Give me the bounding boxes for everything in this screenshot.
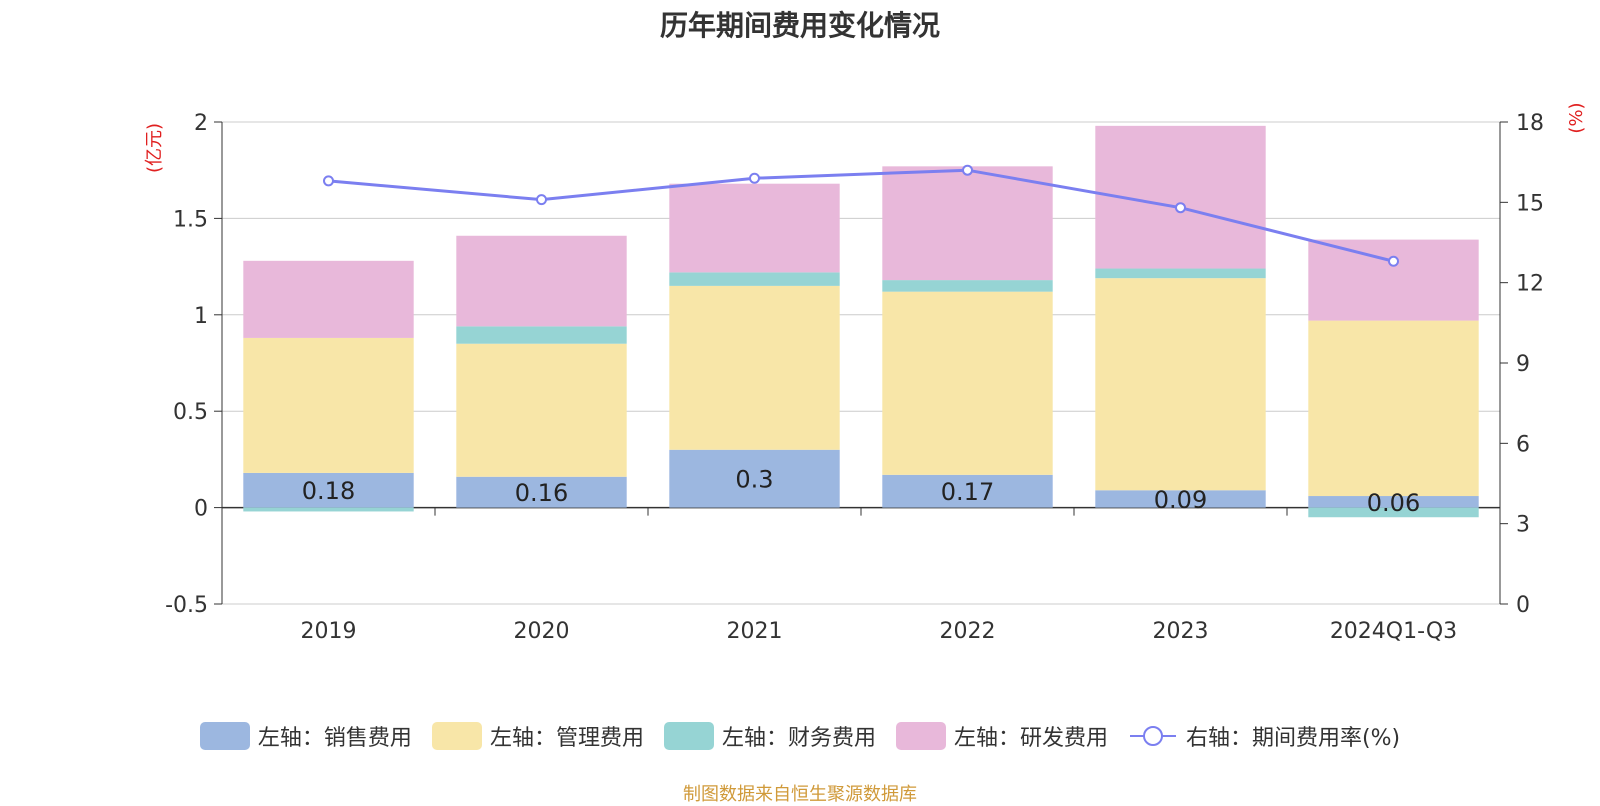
bar-segment (243, 472, 414, 508)
legend-item[interactable]: 左轴：销售费用 (199, 720, 412, 752)
legend-label: 右轴：期间费用率(%) (1185, 726, 1401, 751)
left-axis-tick-label: -0.5 (165, 593, 208, 618)
line-point (536, 194, 547, 206)
x-axis-tick-label: 2022 (940, 619, 996, 644)
chart-legend: 左轴：销售费用 左轴：管理费用 左轴：财务费用 左轴：研发费用 右轴：期间费用率(%) (0, 720, 1600, 752)
x-axis-tick-label: 2020 (514, 619, 570, 644)
right-axis-tick-label: 3 (1516, 513, 1530, 538)
x-axis-tick-label: 2024Q1-Q3 (1330, 619, 1457, 644)
right-axis-tick-label: 12 (1516, 272, 1544, 297)
bar-segment (243, 337, 414, 473)
left-axis-tick-label: 1.5 (173, 207, 208, 232)
legend-label: 左轴：财务费用 (721, 726, 876, 751)
bar-segment (669, 272, 840, 286)
bar-segment (882, 280, 1053, 292)
legend-label: 左轴：销售费用 (257, 726, 412, 751)
x-axis-tick-label: 2021 (727, 619, 783, 644)
legend-swatch (431, 722, 482, 750)
legend-label: 左轴：管理费用 (489, 726, 644, 751)
legend-swatch (663, 722, 714, 750)
bar-segment (243, 507, 414, 512)
left-axis-tick-label: 0.5 (173, 400, 208, 425)
legend-label: 左轴：研发费用 (953, 726, 1108, 751)
bar-segment (1095, 490, 1266, 508)
legend-item[interactable]: 左轴：研发费用 (895, 720, 1108, 752)
right-axis-tick-label: 0 (1516, 593, 1530, 618)
bar-segment (456, 476, 627, 508)
line-point (1388, 255, 1399, 267)
source-note: 制图数据来自恒生聚源数据库 (683, 784, 917, 805)
right-axis-tick-label: 9 (1516, 352, 1530, 377)
left-axis-tick-label: 2 (194, 111, 208, 136)
bar-segment (669, 183, 840, 273)
data-label: 0.3 (735, 466, 773, 494)
right-axis-tick-label: 15 (1516, 191, 1544, 216)
bar-segment (243, 260, 414, 338)
line-point (323, 175, 334, 187)
line-point (749, 172, 760, 184)
line-point (1175, 202, 1186, 214)
series-line-expense-rate (328, 168, 1394, 263)
bar-segment (669, 285, 840, 450)
left-axis-unit: (亿元) (144, 123, 165, 173)
bar-segment (456, 326, 627, 344)
data-label: 0.09 (1154, 486, 1207, 514)
left-axis-tick-label: 1 (194, 304, 208, 329)
bar-segment (456, 343, 627, 477)
bar-segment (1308, 320, 1479, 497)
left-axis-tick-label: 0 (194, 497, 208, 522)
right-axis-tick-label: 18 (1516, 111, 1544, 136)
legend-item[interactable]: 左轴：财务费用 (663, 720, 876, 752)
legend-item[interactable]: 左轴：管理费用 (431, 720, 644, 752)
bar-segment (882, 474, 1053, 508)
bar-segment (1308, 239, 1479, 321)
bar-segment (882, 166, 1053, 281)
line-point (962, 164, 973, 176)
chart-title: 历年期间费用变化情况 (659, 9, 940, 42)
bar-segment (1095, 268, 1266, 279)
x-axis-tick-label: 2019 (301, 619, 357, 644)
legend-swatch (895, 722, 946, 750)
bar-segment (1095, 278, 1266, 491)
data-label: 0.16 (515, 479, 568, 507)
bar-segment (882, 291, 1053, 475)
data-label: 0.17 (941, 478, 994, 506)
right-axis-unit: (%) (1566, 102, 1587, 133)
bar-segment (1308, 507, 1479, 518)
data-label: 0.18 (302, 477, 355, 505)
bar-segment (1308, 496, 1479, 508)
bar-segment (456, 235, 627, 327)
data-label: 0.06 (1367, 489, 1420, 517)
right-axis-tick-label: 6 (1516, 432, 1530, 457)
bar-segment (669, 449, 840, 508)
legend-swatch (199, 722, 250, 750)
legend-item[interactable]: 右轴：期间费用率(%) (1128, 720, 1400, 752)
legend-line-icon (1129, 726, 1176, 746)
x-axis-tick-label: 2023 (1153, 619, 1209, 644)
